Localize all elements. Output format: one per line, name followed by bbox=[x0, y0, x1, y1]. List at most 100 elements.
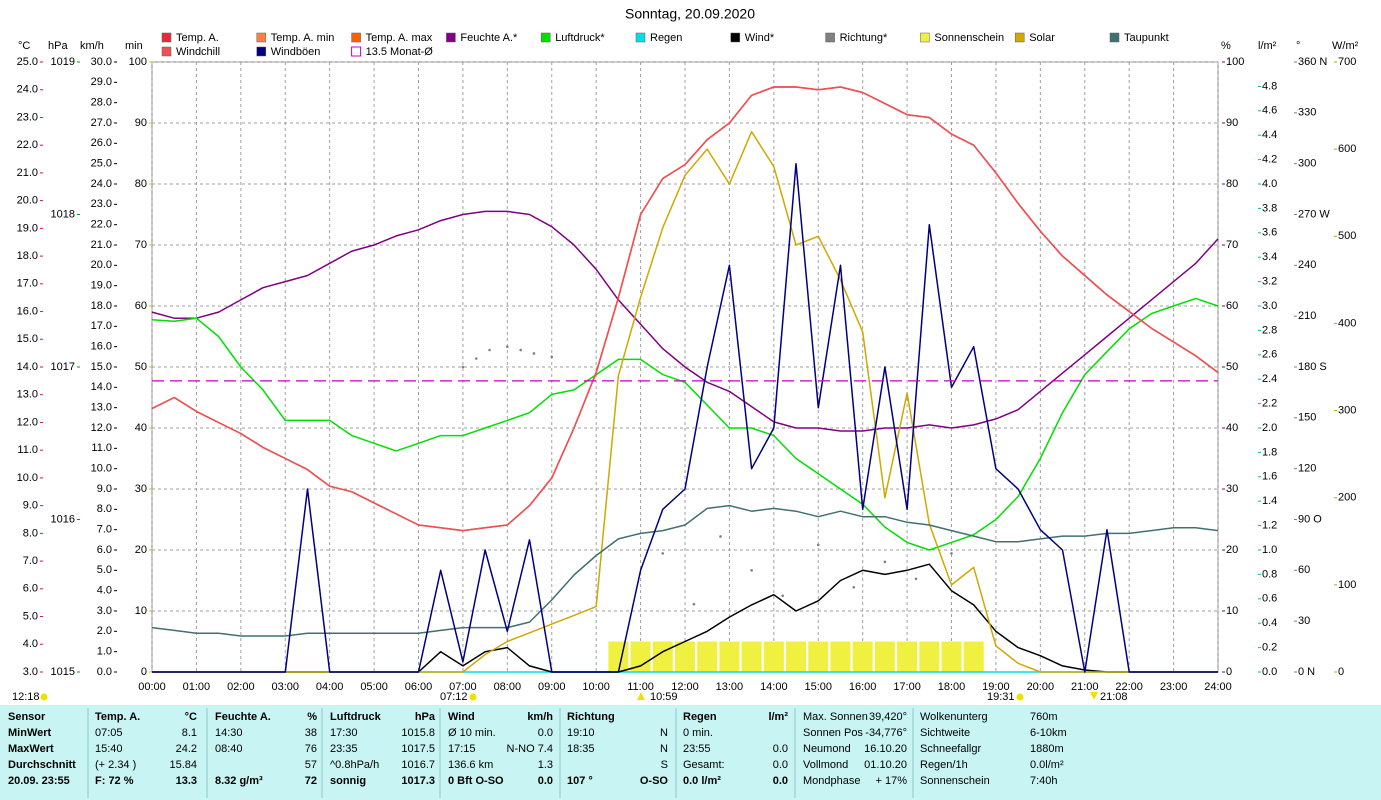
series-line bbox=[151, 210, 1219, 432]
table-cell: Sonnenschein bbox=[920, 775, 990, 787]
table-cell: Schneefallgr bbox=[920, 743, 981, 755]
table-cell: Regen/1h bbox=[920, 759, 968, 771]
axis-unit: hPa bbox=[48, 40, 68, 52]
point bbox=[816, 543, 820, 547]
table-cell: Wolkenunterg bbox=[920, 711, 988, 723]
table-cell: O-SO bbox=[640, 775, 669, 787]
annotation: 19:31 bbox=[987, 691, 1015, 703]
bar bbox=[719, 641, 740, 672]
sun-marker bbox=[637, 692, 645, 700]
legend-swatch bbox=[1109, 32, 1120, 43]
y-tick-label: 5.0 bbox=[23, 610, 38, 622]
table-cell: Wind bbox=[448, 711, 475, 723]
series-line bbox=[152, 162, 1218, 673]
series-line bbox=[151, 297, 1219, 551]
y-tick-label: 20.0 bbox=[17, 195, 38, 207]
x-tick-label: 20:00 bbox=[1027, 681, 1055, 693]
y-tick-label: 0.2 bbox=[1262, 642, 1277, 654]
y-tick-label: 18.0 bbox=[91, 300, 112, 312]
bar bbox=[808, 641, 829, 672]
y-tick-label: 14.0 bbox=[17, 361, 38, 373]
legend-label: Luftdruck* bbox=[555, 32, 605, 44]
x-tick-label: 07:00 bbox=[449, 681, 477, 693]
legend-swatch bbox=[635, 32, 646, 43]
y-tick-label: 90 bbox=[1226, 117, 1238, 129]
y-tick-label: 4.4 bbox=[1262, 129, 1277, 141]
legend-label: Richtung* bbox=[840, 32, 888, 44]
bar bbox=[852, 641, 873, 672]
legend-label: Temp. A. bbox=[176, 32, 219, 44]
table-cell: N bbox=[660, 743, 668, 755]
table-cell: 7:40h bbox=[1030, 775, 1058, 787]
y-tick-label: 2.2 bbox=[1262, 398, 1277, 410]
y-tick-label: 120 bbox=[1298, 463, 1316, 475]
y-tick-label: 27.0 bbox=[91, 117, 112, 129]
bar bbox=[608, 641, 629, 672]
table-cell: Durchschnitt bbox=[8, 759, 76, 771]
x-tick-label: 24:00 bbox=[1204, 681, 1232, 693]
x-tick-label: 01:00 bbox=[183, 681, 211, 693]
y-tick-label: 0.0 bbox=[97, 666, 112, 678]
bar bbox=[763, 641, 784, 672]
table-cell: 15:40 bbox=[95, 743, 123, 755]
y-tick-label: 150 bbox=[1298, 412, 1316, 424]
x-tick-label: 09:00 bbox=[538, 681, 566, 693]
y-tick-label: 9.0 bbox=[23, 500, 38, 512]
y-tick-label: 30 bbox=[1226, 483, 1238, 495]
y-tick-label: 25.0 bbox=[17, 56, 38, 68]
y-tick-label: 60 bbox=[1226, 300, 1238, 312]
table-cell: 38 bbox=[305, 727, 317, 739]
legend-label: Taupunkt bbox=[1124, 32, 1169, 44]
table-cell: Sonnen Pos bbox=[803, 727, 863, 739]
y-tick-label: 3.2 bbox=[1262, 276, 1277, 288]
y-tick-label: 70 bbox=[1226, 239, 1238, 251]
y-tick-label: 14.0 bbox=[91, 381, 112, 393]
y-tick-label: 200 bbox=[1338, 492, 1356, 504]
y-tick-label: 1.8 bbox=[1262, 446, 1277, 458]
table-cell: 14:30 bbox=[215, 727, 243, 739]
y-tick-label: 5.0 bbox=[97, 564, 112, 576]
table-cell: % bbox=[307, 711, 317, 723]
y-tick-label: 23.0 bbox=[91, 198, 112, 210]
x-tick-label: 21:00 bbox=[1071, 681, 1099, 693]
y-tick-label: 20 bbox=[135, 544, 147, 556]
legend-swatch bbox=[161, 46, 172, 57]
legend-label: Feuchte A.* bbox=[460, 32, 518, 44]
y-tick-label: 600 bbox=[1338, 143, 1356, 155]
y-tick-label: 20.0 bbox=[91, 259, 112, 271]
table-cell: Temp. A. bbox=[95, 711, 140, 723]
table-cell: 16.10.20 bbox=[864, 743, 907, 755]
x-tick-label: 08:00 bbox=[494, 681, 522, 693]
y-tick-label: 24.0 bbox=[91, 178, 112, 190]
annotation: 21:08 bbox=[1100, 691, 1128, 703]
y-tick-label: 17.0 bbox=[17, 278, 38, 290]
y-tick-label: 4.6 bbox=[1262, 105, 1277, 117]
y-tick-label: 3.6 bbox=[1262, 227, 1277, 239]
table-cell: Max. Sonnen bbox=[803, 711, 868, 723]
table-cell: Ø 10 min. bbox=[448, 727, 496, 739]
y-tick-label: 700 bbox=[1338, 56, 1356, 68]
x-tick-label: 03:00 bbox=[271, 681, 299, 693]
table-cell: N bbox=[660, 727, 668, 739]
y-tick-label: 7.0 bbox=[23, 555, 38, 567]
legend-label: Temp. A. min bbox=[271, 32, 335, 44]
y-tick-label: 4.0 bbox=[1262, 178, 1277, 190]
table-cell: ^0.8hPa/h bbox=[330, 759, 379, 771]
table-cell: 23:35 bbox=[330, 743, 358, 755]
point bbox=[474, 357, 478, 360]
table-cell: 76 bbox=[305, 743, 317, 755]
y-tick-label: 17.0 bbox=[91, 320, 112, 332]
y-tick-label: 70 bbox=[135, 239, 147, 251]
y-tick-label: 100 bbox=[129, 56, 147, 68]
y-tick-label: 10.0 bbox=[17, 472, 38, 484]
table-cell: Mondphase bbox=[803, 775, 861, 787]
table-cell: 0.0 bbox=[538, 727, 553, 739]
table-cell: Richtung bbox=[567, 711, 615, 723]
axis-unit: % bbox=[1221, 40, 1231, 52]
sun-marker bbox=[1016, 693, 1024, 701]
y-tick-label: 60 bbox=[1298, 564, 1310, 576]
y-tick-label: 0 N bbox=[1298, 666, 1315, 678]
y-tick-label: 15.0 bbox=[91, 361, 112, 373]
y-tick-label: 23.0 bbox=[17, 111, 38, 123]
